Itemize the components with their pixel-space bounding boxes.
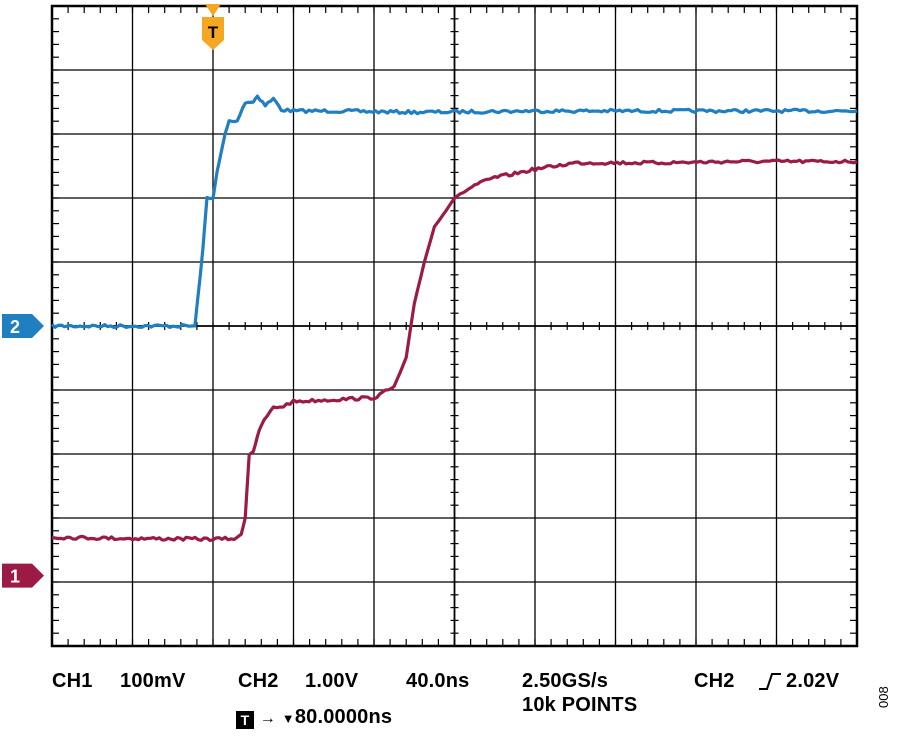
- channel-marker-label: 1: [10, 567, 20, 587]
- channel-marker-label: 2: [10, 317, 20, 337]
- trigger-badge-icon: T: [236, 711, 254, 729]
- trigger-flag-label: T: [208, 23, 219, 42]
- trigger-position: 80.0000ns: [294, 706, 393, 728]
- trigger-pointer-icon: [205, 4, 221, 16]
- trigger-edge-icon: [757, 670, 783, 698]
- trigger-source: CH2: [694, 670, 735, 692]
- ch2-scale: 1.00V: [305, 670, 359, 692]
- trigger-level: 2.02V: [786, 670, 840, 692]
- sample-rate: 2.50GS/s: [522, 670, 609, 692]
- graticule: [50, 4, 859, 648]
- figure-id: 008: [876, 686, 891, 708]
- channel-marker-shape: [2, 563, 44, 588]
- timebase: 40.0ns: [406, 670, 470, 692]
- trigger-flag: [202, 17, 224, 50]
- channel-marker-1: 1: [2, 563, 44, 588]
- trigger-position-readout: T → ▼80.0000ns: [236, 706, 392, 729]
- ch1-scale: 100mV: [120, 670, 186, 692]
- markers: 2 1 T: [2, 4, 224, 588]
- channel-marker-2: 2: [2, 314, 44, 338]
- record-length: 10k POINTS: [522, 694, 638, 716]
- trigger-arrow-icon: →: [259, 710, 276, 727]
- ch2-trace: [50, 94, 858, 329]
- trigger-marker-icon: ▼: [281, 711, 295, 726]
- ch2-label: CH2: [238, 670, 279, 692]
- ch1-trace: [51, 158, 858, 543]
- channel-marker-shape: [2, 314, 44, 338]
- ch1-label: CH1: [52, 670, 93, 692]
- traces: [50, 94, 858, 543]
- trigger-marker: T: [202, 4, 224, 50]
